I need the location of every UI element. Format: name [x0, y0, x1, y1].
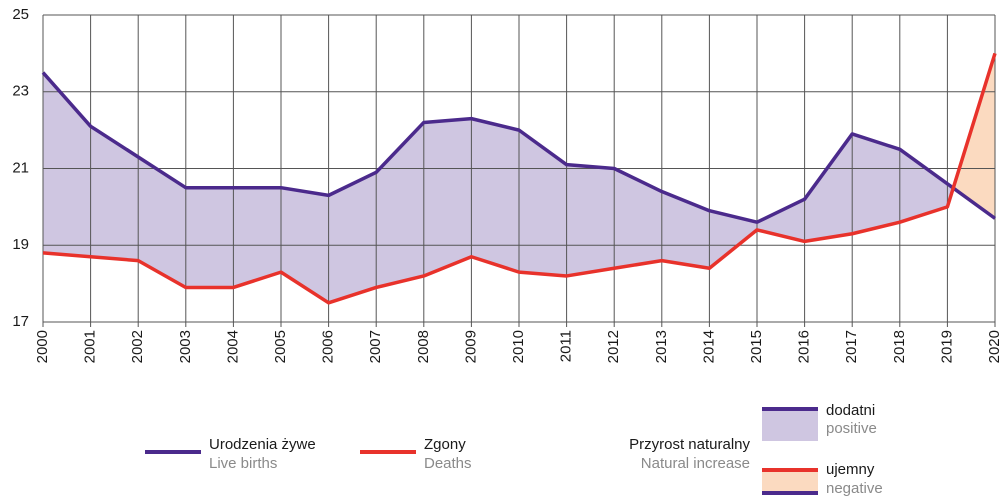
area-segment: [233, 187, 281, 288]
legend-label-en: Live births: [209, 455, 277, 472]
area-segment: [423, 118, 472, 276]
x-tick-label: 2019: [938, 330, 955, 363]
x-tick-label: 2008: [415, 330, 432, 363]
series-line: [41, 71, 997, 224]
legend-title-en: Natural increase: [641, 455, 750, 472]
legend-positive-box: [762, 409, 818, 441]
x-tick-label: 2014: [700, 330, 717, 363]
x-tick-label: 2002: [129, 330, 146, 363]
y-tick-label: 25: [12, 6, 29, 23]
series-line: [42, 52, 997, 305]
area-segment: [709, 210, 757, 269]
legend-label: Urodzenia żywe: [209, 436, 316, 453]
x-tick-label: 2018: [891, 330, 908, 363]
x-tick-label: 2016: [796, 330, 813, 363]
x-tick-label: 2012: [605, 330, 622, 363]
y-tick-label: 19: [12, 236, 29, 253]
x-tick-label: 2007: [367, 330, 384, 363]
area-segment: [757, 199, 805, 242]
area-segment: [376, 122, 424, 288]
legend-negative-box: [762, 470, 818, 493]
area-segment: [852, 133, 900, 234]
legend-label-en: negative: [826, 480, 883, 497]
x-tick-label: 2001: [82, 330, 99, 363]
legend-label: Zgony: [424, 436, 466, 453]
area-segment: [519, 130, 567, 276]
area-segment: [328, 172, 377, 303]
x-tick-label: 2003: [177, 330, 194, 363]
area-fills: [43, 53, 995, 303]
area-segment: [138, 156, 186, 288]
x-tick-label: 2000: [34, 330, 51, 363]
x-tick-label: 2005: [272, 330, 289, 363]
area-segment: [566, 164, 615, 276]
legend-label: dodatni: [826, 402, 875, 419]
area-segment: [804, 133, 853, 242]
area-segment: [90, 126, 139, 261]
y-tick-label: 17: [12, 313, 29, 330]
area-segment: [614, 168, 662, 269]
area-segment: [899, 149, 948, 223]
x-tick-label: 2017: [843, 330, 860, 363]
x-tick-label: 2010: [510, 330, 527, 363]
area-segment: [661, 191, 710, 269]
x-tick-label: 2009: [462, 330, 479, 363]
y-tick-label: 21: [12, 159, 29, 176]
x-tick-label: 2015: [748, 330, 765, 363]
area-segment: [43, 72, 91, 257]
legend-label-en: positive: [826, 420, 877, 437]
x-tick-label: 2020: [986, 330, 1003, 363]
area-segment: [953, 53, 995, 219]
y-tick-label: 23: [12, 83, 29, 100]
legend-title: Przyrost naturalny: [629, 436, 750, 453]
area-segment: [471, 118, 519, 273]
x-tick-label: 2013: [653, 330, 670, 363]
x-tick-label: 2004: [224, 330, 241, 363]
legend-label-en: Deaths: [424, 455, 472, 472]
x-tick-label: 2011: [558, 330, 575, 362]
area-segment: [185, 187, 234, 288]
x-tick-label: 2006: [320, 330, 337, 363]
legend-label: ujemny: [826, 461, 875, 478]
